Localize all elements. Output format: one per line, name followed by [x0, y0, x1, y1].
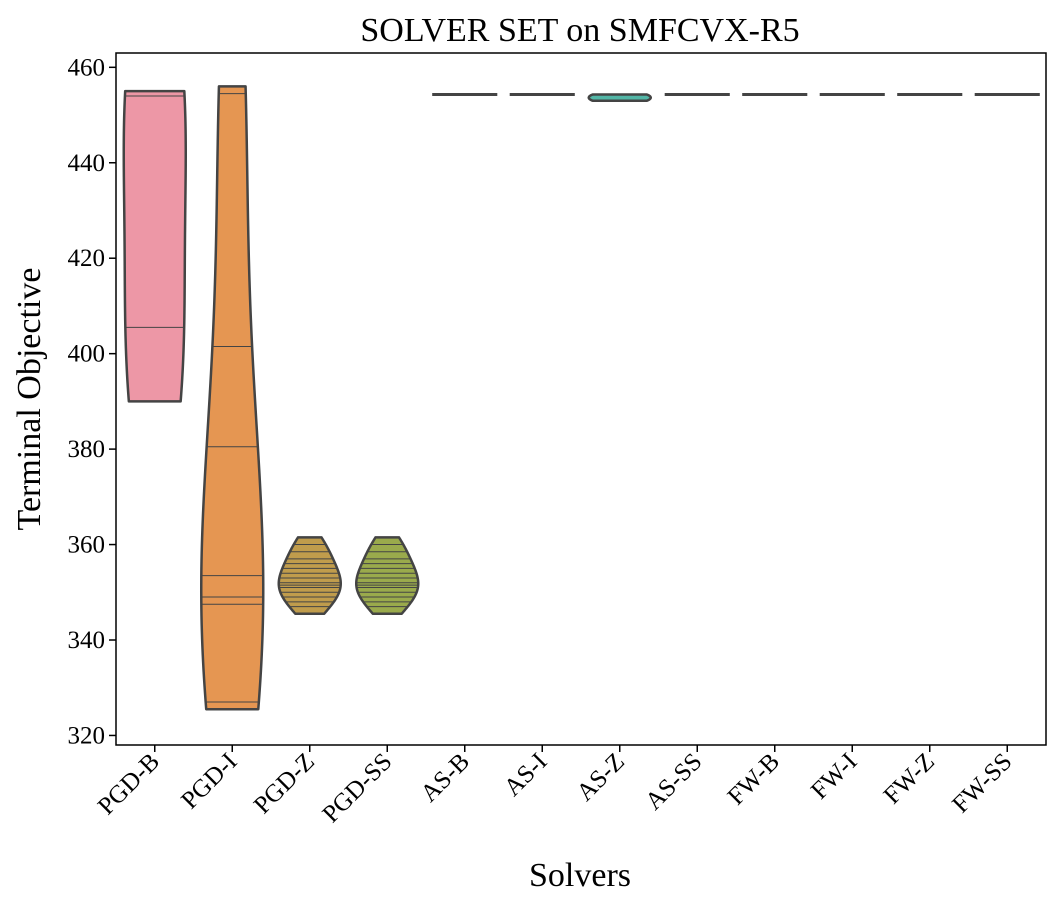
x-tick-label: FW-SS — [947, 748, 1017, 818]
y-tick-label: 320 — [68, 722, 106, 749]
x-tick-label: PGD-SS — [317, 748, 397, 828]
x-tick-label: PGD-Z — [249, 748, 320, 819]
x-tick-label: FW-B — [723, 748, 785, 810]
violin-body — [587, 93, 652, 102]
x-tick-label: AS-I — [499, 748, 552, 801]
x-tick-label: PGD-I — [176, 748, 242, 814]
violins-group — [122, 85, 1040, 711]
y-axis: 320 340 360 380 400 420 440 460 — [68, 54, 116, 749]
violin-body — [277, 536, 342, 616]
y-tick-label: 400 — [68, 341, 106, 368]
x-axis-label: Solvers — [529, 857, 631, 894]
y-axis-label: Terminal Objective — [11, 268, 48, 531]
y-tick-label: 380 — [68, 436, 106, 463]
x-tick-label: PGD-B — [93, 748, 165, 820]
x-tick-label: FW-I — [806, 748, 862, 804]
x-tick-label: AS-Z — [572, 748, 630, 806]
violin-body — [200, 85, 265, 711]
y-tick-label: 440 — [68, 150, 106, 177]
x-tick-label: FW-Z — [879, 748, 940, 809]
plot-area-frame — [115, 52, 1047, 746]
chart-title: SOLVER SET on SMFCVX-R5 — [360, 12, 799, 49]
x-tick-label: AS-B — [416, 748, 475, 807]
y-tick-label: 340 — [68, 627, 106, 654]
violin-body — [122, 89, 187, 403]
y-tick-label: 460 — [68, 54, 106, 81]
y-tick-label: 360 — [68, 532, 106, 559]
violin-body — [355, 536, 420, 616]
x-tick-label: AS-SS — [640, 748, 707, 815]
y-tick-label: 420 — [68, 245, 106, 272]
